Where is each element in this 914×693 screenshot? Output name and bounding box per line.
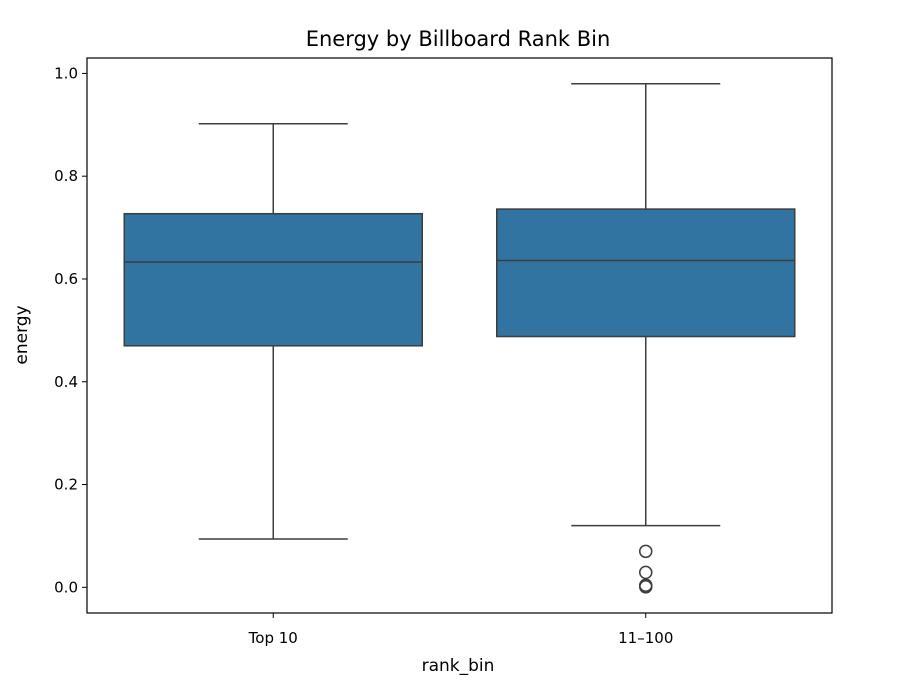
boxes-layer (123, 82, 796, 594)
x-axis-label: rank_bin (422, 656, 495, 676)
outlier-point (639, 565, 653, 580)
box-group (123, 123, 423, 540)
y-tick-label: 0.4 (54, 373, 78, 391)
outlier-point (639, 544, 653, 559)
x-tick-label: Top 10 (248, 629, 298, 647)
iqr-box (496, 208, 796, 338)
box-group (496, 82, 796, 594)
y-axis-label: energy (12, 305, 32, 364)
iqr-box (123, 212, 423, 347)
y-axis: 0.0 0.2 0.4 0.6 0.8 1.0 (54, 64, 87, 596)
y-tick-label: 0.8 (54, 167, 78, 185)
y-tick-label: 0.2 (54, 476, 78, 494)
plot-frame (86, 57, 833, 614)
y-tick-label: 1.0 (54, 64, 78, 82)
outlier-point (639, 580, 653, 594)
y-tick-label: 0.0 (54, 578, 78, 596)
chart-title: Energy by Billboard Rank Bin (306, 27, 611, 51)
y-tick-label: 0.6 (54, 270, 78, 288)
x-axis: Top 10 11–100 (248, 613, 673, 647)
x-tick-label: 11–100 (618, 629, 673, 647)
